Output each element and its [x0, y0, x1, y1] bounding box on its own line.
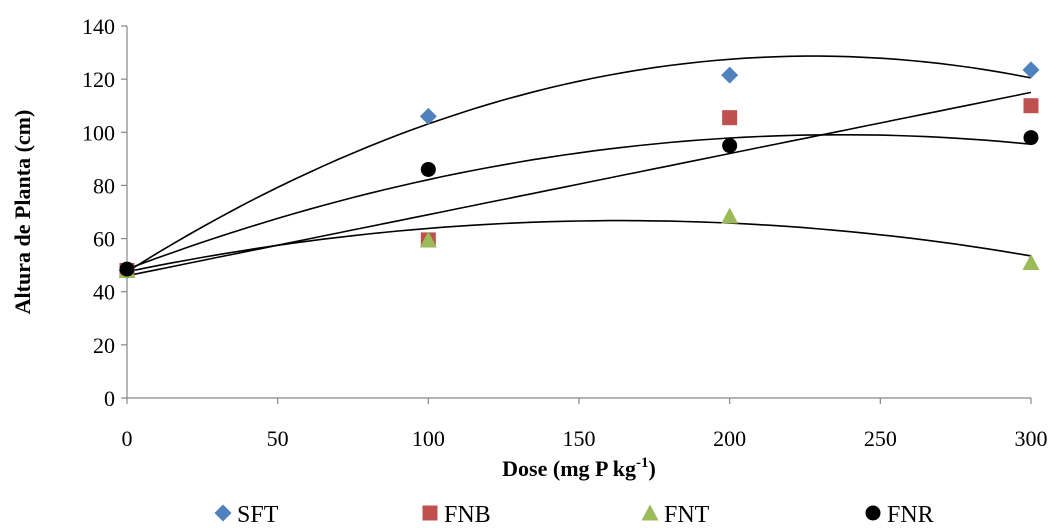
point-fnr	[119, 261, 135, 277]
legend-marker-fnb	[422, 505, 438, 521]
y-tick-label: 40	[93, 280, 115, 305]
point-fnb	[1023, 98, 1039, 114]
x-tick-label: 100	[412, 426, 445, 451]
legend-label-fnb: FNB	[444, 502, 491, 528]
point-sft	[721, 66, 739, 84]
point-sft	[1022, 61, 1040, 79]
trendline-sft	[126, 55, 1032, 273]
y-tick-label: 0	[104, 386, 115, 411]
point-fnt	[1022, 253, 1040, 270]
legend-label-fnr: FNR	[887, 502, 934, 528]
legend-marker-fnt	[641, 504, 659, 521]
point-fnb	[722, 110, 738, 126]
point-fnt	[419, 231, 437, 248]
x-axis-title: Dose (mg P kg-1)	[502, 455, 656, 481]
point-fnr	[722, 138, 738, 154]
y-tick-label: 60	[93, 227, 115, 252]
trendline-fnt	[126, 219, 1032, 273]
x-ticks: 0 50 100 150 200 250 300	[122, 398, 1048, 451]
trendlines	[126, 55, 1032, 277]
legend-marker-fnr	[865, 505, 881, 521]
point-sft	[419, 107, 437, 125]
legend-marker-sft	[214, 504, 232, 522]
y-tick-label: 140	[82, 14, 115, 39]
x-tick-label: 0	[122, 426, 133, 451]
point-fnr	[1023, 130, 1039, 146]
x-axis-title-end: )	[649, 456, 656, 481]
points	[118, 61, 1040, 279]
x-axis-title-main: Dose (mg P kg	[502, 456, 636, 481]
trendline-fnr	[126, 134, 1032, 270]
x-tick-label: 150	[563, 426, 596, 451]
legend-label-fnt: FNT	[664, 502, 710, 528]
y-ticks: 0 20 40 60 80 100 120 140	[82, 14, 127, 411]
point-fnr	[420, 161, 436, 177]
y-tick-label: 80	[93, 173, 115, 198]
x-axis-title-sup: -1	[636, 455, 649, 471]
y-tick-label: 20	[93, 333, 115, 358]
y-tick-label: 120	[82, 67, 115, 92]
y-axis-title: Altura de Planta (cm)	[10, 110, 35, 315]
legend: SFT FNB FNT FNR	[214, 502, 934, 528]
x-tick-label: 250	[864, 426, 897, 451]
x-tick-label: 50	[267, 426, 289, 451]
legend-label-sft: SFT	[237, 502, 279, 528]
x-tick-label: 300	[1015, 426, 1048, 451]
point-fnt	[721, 207, 739, 224]
x-tick-label: 200	[713, 426, 746, 451]
y-tick-label: 100	[82, 120, 115, 145]
